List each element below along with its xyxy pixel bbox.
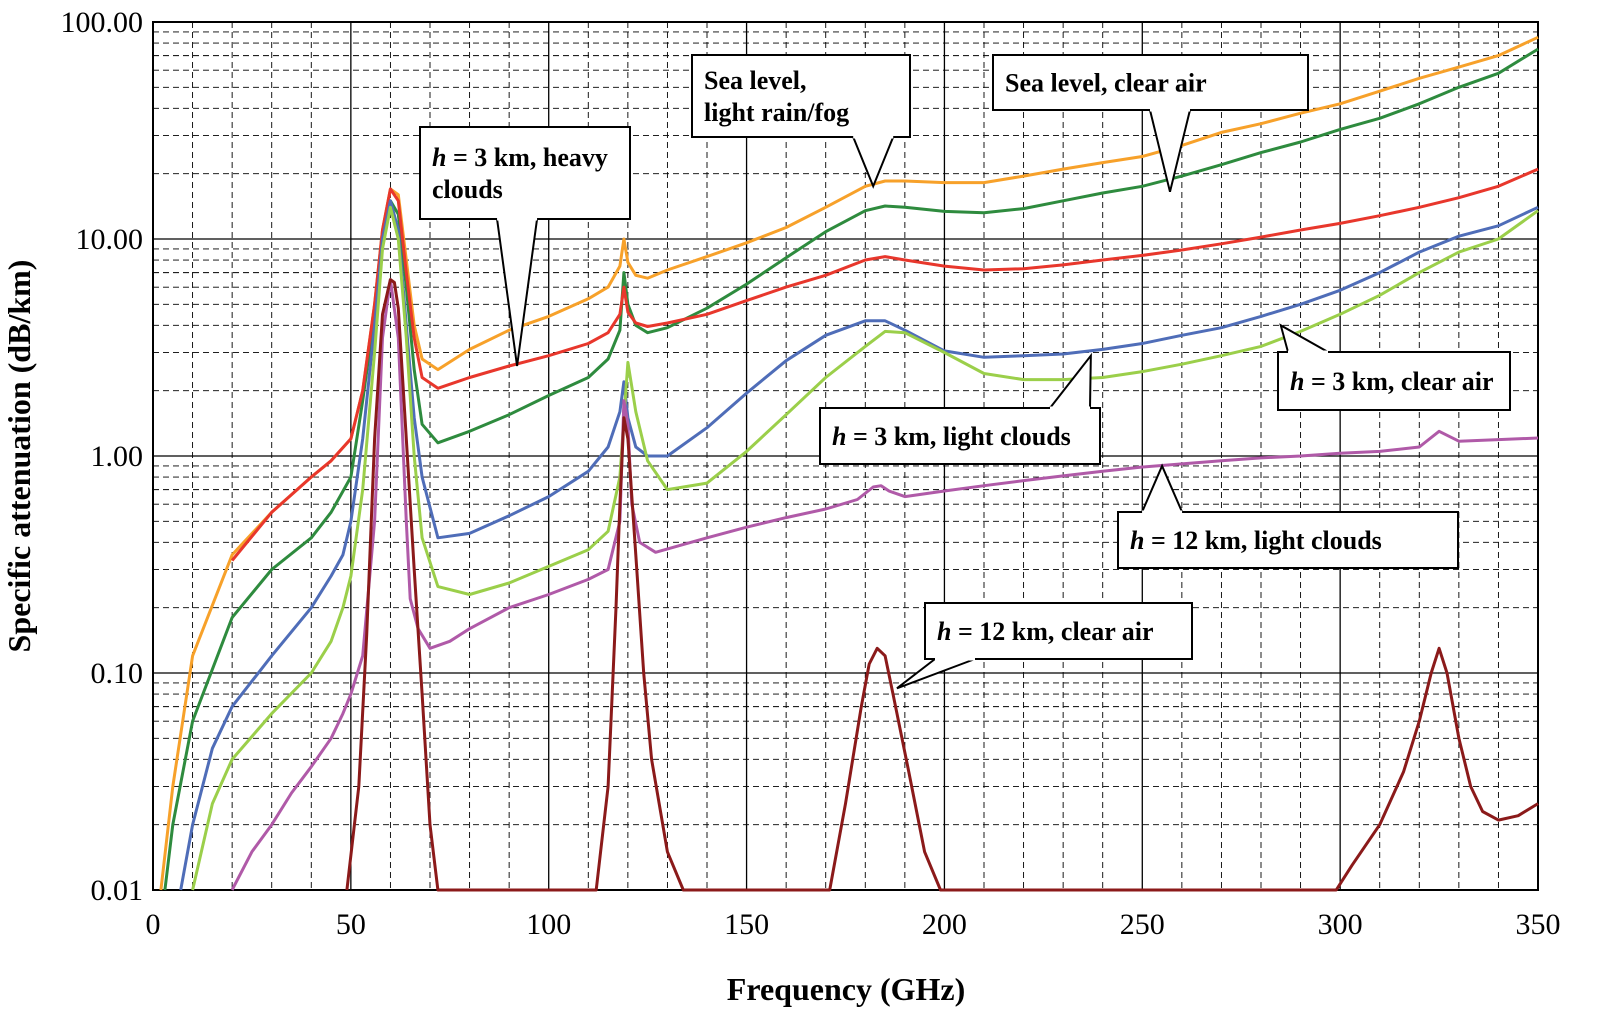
callout-text-line2: light rain/fog xyxy=(704,98,849,127)
callout-text-line2: clouds xyxy=(432,175,503,204)
callout-box xyxy=(691,54,911,138)
x-tick-label: 100 xyxy=(526,908,571,941)
callout-c_rain: Sea level, light rain/fog xyxy=(691,54,911,189)
series-line-light12 xyxy=(230,278,1539,891)
callout-c_l3: h = 3 km, light clouds xyxy=(819,352,1101,465)
callout-pointer xyxy=(1148,109,1192,193)
callout-box xyxy=(992,54,1309,111)
callout-text-line1: h = 3 km, clear air xyxy=(1290,367,1494,396)
series-line-clear3 xyxy=(191,205,1539,891)
callout-pointer xyxy=(1140,463,1184,513)
callout-text-line1: h = 12 km, light clouds xyxy=(1130,526,1382,555)
callout-text-line1: Sea level, xyxy=(704,66,807,95)
tick-labels: 0 50 100 150 200 250 300 350 0.01 0.10 1.00 10.00 10… xyxy=(61,6,1561,941)
x-tick-label: 300 xyxy=(1318,908,1363,941)
x-tick-label: 0 xyxy=(146,908,161,941)
y-axis-label: Specific attenuation (dB/km) xyxy=(1,260,37,653)
callout-text-line1: h = 3 km, light clouds xyxy=(832,422,1071,451)
callout-c_heavy: h = 3 km, heavy clouds xyxy=(419,126,631,367)
callout-pointer xyxy=(495,218,539,367)
x-tick-label: 150 xyxy=(724,908,769,941)
series-line-light3 xyxy=(179,199,1539,891)
y-tick-label: 10.00 xyxy=(76,223,144,256)
callout-group: h = 3 km, heavy clouds Sea level, light rai… xyxy=(419,54,1511,690)
x-tick-label: 50 xyxy=(336,908,366,941)
callout-box xyxy=(419,126,631,220)
x-tick-label: 350 xyxy=(1516,908,1561,941)
callout-c_sea: Sea level, clear air xyxy=(992,54,1309,193)
callout-box xyxy=(1277,351,1511,411)
callout-pointer xyxy=(851,136,895,189)
callout-box xyxy=(819,407,1101,465)
y-tick-label: 100.00 xyxy=(61,6,144,39)
callout-pointer xyxy=(896,658,976,690)
callout-text-line1: Sea level, clear air xyxy=(1005,69,1207,98)
callout-text-line1: h = 12 km, clear air xyxy=(937,617,1154,646)
callout-text-line1: h = 3 km, heavy xyxy=(432,143,608,172)
x-tick-label: 250 xyxy=(1120,908,1165,941)
y-tick-label: 0.10 xyxy=(91,657,144,690)
callout-pointer xyxy=(1047,352,1092,409)
x-tick-label: 200 xyxy=(922,908,967,941)
callout-c_l12: h = 12 km, light clouds xyxy=(1117,463,1459,569)
y-tick-label: 0.01 xyxy=(91,874,144,907)
callout-c_c12: h = 12 km, clear air xyxy=(896,602,1193,690)
series-group xyxy=(159,35,1539,892)
callout-box xyxy=(924,602,1193,660)
y-tick-label: 1.00 xyxy=(91,440,144,473)
callout-c_c3: h = 3 km, clear air xyxy=(1277,323,1511,411)
series-line-clear12 xyxy=(345,278,1539,892)
x-axis-label: Frequency (GHz) xyxy=(727,971,965,1007)
series-line-heavy xyxy=(230,167,1539,562)
plot-frame xyxy=(152,21,1539,891)
callout-box xyxy=(1117,511,1459,569)
